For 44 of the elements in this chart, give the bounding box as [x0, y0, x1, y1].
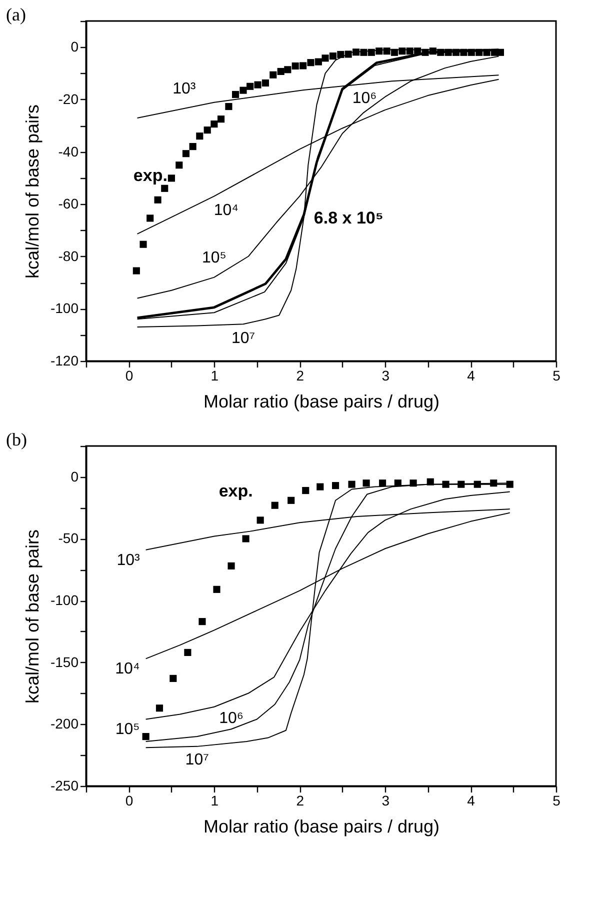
y-tick-label: -100 [50, 592, 79, 608]
series-label: 10⁶ [352, 90, 377, 108]
y-axis-title: kcal/mol of base pairs [22, 104, 42, 279]
chart-title: (a) [6, 4, 26, 24]
y-tick-label: -50 [58, 530, 79, 546]
series-label: 10⁴ [214, 202, 239, 220]
y-tick-label: -120 [50, 352, 79, 368]
x-tick-label: 3 [382, 792, 390, 808]
y-tick-label: -20 [58, 90, 79, 107]
series-label: 10⁵ [115, 721, 140, 738]
y-tick-label: -100 [50, 300, 79, 316]
series-label: 6.8 x 10⁵ [314, 208, 384, 228]
y-tick-label: -40 [58, 143, 79, 160]
x-tick-label: 0 [125, 792, 134, 808]
y-tick-label: -250 [50, 778, 79, 794]
x-tick-label: 4 [467, 368, 476, 384]
y-tick-label: -150 [50, 654, 79, 670]
y-tick-label: -200 [50, 716, 79, 732]
series-label: 10³ [172, 80, 196, 98]
x-tick-label: 1 [210, 792, 219, 808]
series-label: 10⁶ [219, 710, 244, 728]
series-label: exp. [218, 481, 253, 500]
x-tick-label: 5 [552, 792, 561, 808]
x-tick-label: 4 [467, 792, 476, 808]
x-tick-label: 0 [125, 368, 134, 384]
series-label: 10⁴ [115, 660, 140, 678]
x-tick-label: 2 [296, 368, 304, 384]
series-label: 10⁷ [185, 751, 210, 768]
y-tick-label: 0 [70, 468, 79, 484]
series-label: exp. [133, 166, 168, 186]
x-tick-label: 3 [382, 368, 390, 384]
y-tick-label: 0 [70, 38, 79, 55]
x-tick-label: 2 [296, 792, 304, 808]
series-label: 10³ [116, 552, 140, 569]
chart-title: (b) [6, 429, 27, 450]
x-tick-label: 5 [552, 368, 561, 384]
series-label: 10⁷ [231, 330, 256, 348]
x-axis-title: Molar ratio (base pairs / drug) [203, 816, 440, 836]
x-tick-label: 1 [210, 368, 219, 384]
y-tick-label: -60 [58, 196, 79, 212]
y-tick-label: -80 [58, 248, 79, 264]
series-label: 10⁵ [202, 249, 226, 266]
x-axis-title: Molar ratio (base pairs / drug) [203, 392, 440, 412]
y-axis-title: kcal/mol of base pairs [22, 529, 42, 704]
